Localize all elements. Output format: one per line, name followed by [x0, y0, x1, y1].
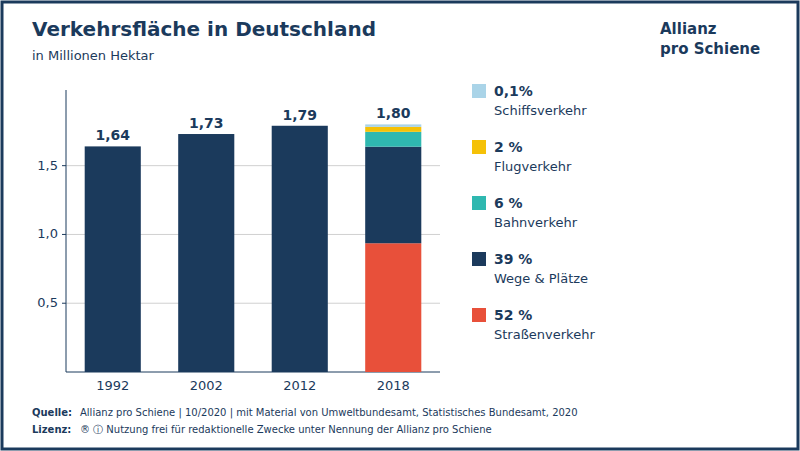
bar-segment: [365, 124, 421, 126]
y-tick: [62, 303, 66, 304]
bar: [178, 134, 234, 372]
x-tick-label: 2012: [283, 378, 316, 393]
data-label: 1,80: [376, 105, 411, 121]
legend-swatch: [472, 196, 486, 210]
legend-entry: Straßenverkehr: [494, 327, 595, 342]
data-label: 1,79: [282, 107, 317, 123]
legend-share: 2 %: [494, 139, 523, 155]
y-tick: [62, 234, 66, 235]
bar-segment: [365, 147, 421, 244]
x-tick-label: 2018: [377, 378, 410, 393]
source: Allianz pro Schiene | 10/2020 | mit Mate…: [80, 407, 578, 419]
bar: [272, 126, 328, 372]
legend-share: 39 %: [494, 251, 532, 267]
legend-entry: Bahnverkehr: [494, 215, 578, 230]
legend-swatch: [472, 252, 486, 266]
source-label: Quelle:: [32, 407, 72, 418]
y-axis-line: [66, 90, 67, 372]
page-border: [2, 2, 798, 449]
data-label: 1,73: [189, 115, 224, 131]
legend-swatch: [472, 140, 486, 154]
bar-segment: [365, 243, 421, 372]
legend-share: 52 %: [494, 307, 532, 323]
legend-entry: Schiffsverkehr: [494, 103, 587, 118]
y-tick-label: 0,5: [37, 295, 58, 310]
license-label: Lizenz:: [32, 424, 71, 435]
license: ® ⓘ Nutzung frei für redaktionelle Zweck…: [80, 424, 492, 435]
chart: Verkehrsfläche in Deutschland in Millione…: [0, 0, 800, 451]
bar-segment: [365, 127, 421, 132]
bar: [85, 146, 141, 372]
y-tick: [62, 165, 66, 166]
legend-entry: Wege & Plätze: [494, 271, 588, 286]
annotation: Allianz: [660, 20, 717, 38]
legend-entry: Flugverkehr: [494, 159, 572, 174]
bars: [85, 124, 422, 372]
legend-share: 0,1%: [494, 83, 533, 99]
legend-swatch: [472, 308, 486, 322]
legend-swatch: [472, 84, 486, 98]
x-tick-label: 1992: [96, 378, 129, 393]
x-tick-label: 2002: [190, 378, 223, 393]
data-label: 1,64: [95, 127, 130, 143]
bar-segment: [365, 132, 421, 147]
title: Verkehrsfläche in Deutschland: [32, 17, 376, 41]
y-tick-label: 1,5: [37, 158, 58, 173]
annotation: pro Schiene: [660, 40, 760, 58]
legend-share: 6 %: [494, 195, 523, 211]
y-tick-label: 1,0: [37, 226, 58, 241]
subtitle: in Millionen Hektar: [32, 48, 155, 63]
